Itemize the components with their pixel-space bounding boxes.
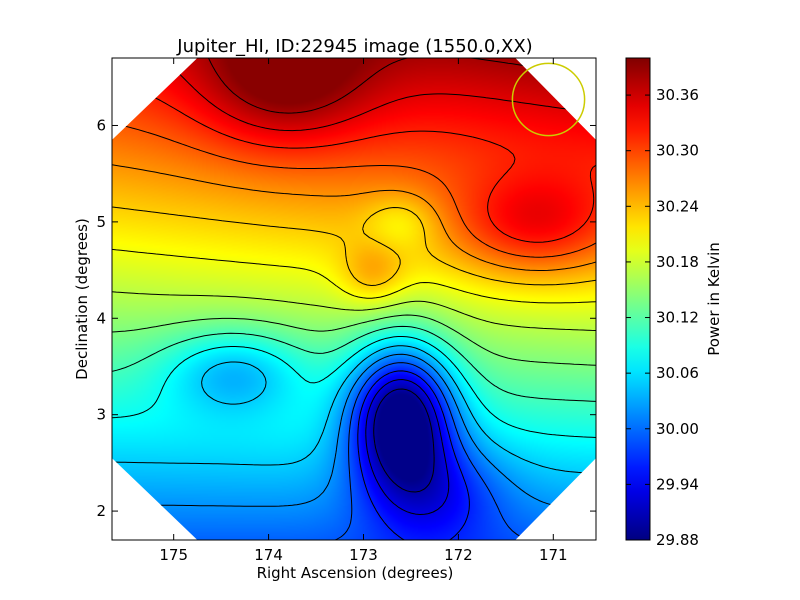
contour-line (160, 58, 596, 132)
colorbar-tick-label: 30.06 (656, 364, 699, 382)
y-axis-ticks: 2 3 4 5 6 (96, 116, 596, 520)
colorbar-gradient (625, 57, 651, 541)
beam-marker-circle (511, 62, 586, 137)
colorbar-title: Power in Kelvin (705, 242, 723, 356)
y-tick-label: 5 (96, 213, 106, 231)
x-tick-label: 175 (159, 546, 188, 564)
heatmap-image (112, 58, 596, 540)
contour-line (365, 379, 450, 515)
x-tick-label: 172 (444, 546, 473, 564)
y-tick-label: 3 (96, 406, 106, 424)
plot-area: 175 174 173 172 171 2 3 4 5 6 (96, 57, 597, 564)
contour-line (373, 388, 435, 493)
colorbar-tick-label: 30.30 (656, 142, 699, 160)
contour-lines (112, 58, 596, 540)
x-axis-title: Right Ascension (degrees) (257, 564, 454, 582)
contour-line (357, 370, 470, 540)
x-axis-ticks: 175 174 173 172 171 (159, 58, 568, 564)
colorbar-tick-label: 30.36 (656, 86, 699, 104)
colorbar: 29.88 29.94 30.00 30.06 30.12 30.18 30.24 30.30… (625, 57, 723, 549)
contour-line (112, 325, 596, 402)
chart-title: Jupiter_HI, ID:22945 image (1550.0,XX) (176, 36, 532, 57)
contour-line (112, 291, 596, 331)
colorbar-tick-label: 29.88 (656, 531, 699, 549)
contour-line (112, 164, 596, 271)
colorbar-tick-label: 30.00 (656, 420, 699, 438)
contour-line (112, 345, 596, 474)
contour-line (335, 362, 530, 540)
contour-line (112, 314, 596, 366)
colorbar-tick-label: 30.18 (656, 253, 699, 271)
y-axis-title: Declination (degrees) (73, 218, 91, 380)
y-tick-label: 6 (96, 116, 106, 134)
x-tick-label: 173 (349, 546, 378, 564)
y-tick-label: 4 (96, 309, 106, 327)
contour-line (112, 248, 596, 304)
plot-frame (111, 57, 597, 541)
x-tick-label: 171 (539, 546, 568, 564)
colorbar-tick-label: 30.12 (656, 309, 699, 327)
colorbar-tick-label: 29.94 (656, 475, 699, 493)
colorbar-ticks: 29.88 29.94 30.00 30.06 30.12 30.18 30.24 30.30… (626, 86, 699, 549)
colorbar-tick-label: 30.24 (656, 197, 699, 215)
y-tick-label: 2 (96, 502, 106, 520)
x-tick-label: 174 (254, 546, 283, 564)
contour-line (112, 336, 596, 438)
